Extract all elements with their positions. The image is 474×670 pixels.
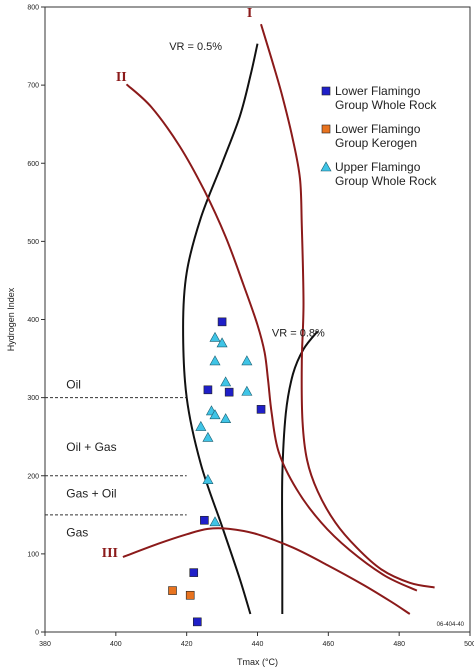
x-axis-title: Tmax (°C) [237, 657, 278, 667]
data-point [216, 337, 228, 348]
data-point [220, 413, 232, 424]
y-tick-label: 100 [27, 551, 39, 558]
legend-label: Group Whole Rock [335, 174, 437, 188]
x-tick-label: 420 [181, 641, 193, 648]
y-tick-label: 400 [27, 317, 39, 324]
kerogen-curve [125, 83, 418, 592]
data-point [220, 376, 232, 387]
vr-line [281, 330, 319, 614]
data-point [209, 355, 221, 366]
zone-label: Oil + Gas [66, 440, 116, 454]
x-tick-label: 400 [110, 641, 122, 648]
data-point [168, 586, 177, 595]
data-point [209, 516, 221, 527]
x-tick-label: 440 [252, 641, 264, 648]
zone-label: Oil [66, 377, 81, 391]
zone-label: Gas [66, 526, 88, 540]
data-point [203, 385, 213, 395]
data-point [209, 331, 221, 342]
y-tick-label: 0 [35, 630, 39, 637]
legend-label: Group Whole Rock [335, 98, 437, 112]
x-tick-label: 500 [464, 641, 474, 648]
legend-label: Lower Flamingo [335, 122, 421, 136]
data-point [192, 617, 202, 627]
data-point [189, 568, 199, 577]
legend-label: Group Kerogen [335, 136, 417, 150]
legend-label: Upper Flamingo [335, 160, 421, 174]
y-tick-label: 300 [27, 395, 39, 402]
data-point [185, 590, 195, 600]
data-point [195, 420, 207, 431]
y-tick-label: 800 [27, 5, 39, 12]
data-point [202, 474, 214, 484]
x-tick-label: 460 [322, 641, 334, 648]
y-tick-label: 700 [27, 83, 39, 90]
data-point [256, 405, 266, 414]
y-tick-label: 500 [27, 239, 39, 246]
data-point [202, 431, 214, 442]
y-axis-title: Hydrogen Index [6, 287, 16, 351]
kerogen-curve [260, 23, 435, 589]
kerogen-label: III [102, 546, 118, 561]
figure-id: 06-404-40 [437, 622, 465, 628]
x-tick-label: 380 [39, 641, 51, 648]
vr-label: VR = 0.8% [272, 328, 325, 340]
legend-marker [320, 161, 332, 172]
legend-marker [321, 86, 331, 96]
data-point [217, 317, 227, 327]
legend-marker [321, 124, 331, 134]
kerogen-label: II [116, 70, 127, 85]
data-point [241, 385, 253, 396]
x-tick-label: 480 [393, 641, 405, 648]
data-point [241, 355, 253, 366]
data-point [224, 387, 234, 397]
data-point [200, 515, 209, 525]
y-tick-label: 600 [27, 161, 39, 168]
y-tick-label: 200 [27, 473, 39, 480]
zone-label: Gas + Oil [66, 487, 116, 501]
legend-label: Lower Flamingo [335, 84, 421, 98]
kerogen-label: I [247, 6, 252, 21]
vr-label: VR = 0.5% [169, 41, 222, 53]
data-point [209, 409, 221, 420]
kerogen-curve [122, 527, 411, 615]
